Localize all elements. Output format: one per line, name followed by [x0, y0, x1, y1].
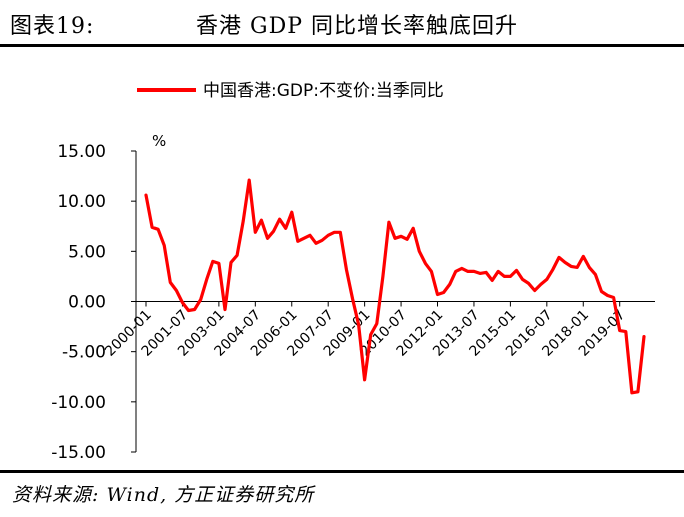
chart-legend: 中国香港:GDP:不变价:当季同比: [137, 81, 444, 101]
y-tick-label: -15.00: [51, 443, 106, 463]
y-tick-label: 0.00: [68, 293, 106, 313]
series-line: [144, 178, 646, 395]
header-rule: [0, 44, 684, 47]
footer-rule: [0, 470, 684, 473]
y-tick-label: -10.00: [51, 393, 106, 413]
x-axis: [136, 301, 655, 307]
x-tick-labels: 2000-012001-072003-012004-072006-012007-…: [102, 307, 628, 360]
y-tick-label: 15.00: [57, 142, 106, 162]
figure-header: 图表19: 香港 GDP 同比增长率触底回升: [0, 0, 684, 46]
y-tick-label: 5.00: [68, 242, 106, 262]
y-tick-label: 10.00: [57, 192, 106, 212]
legend-label: 中国香港:GDP:不变价:当季同比: [203, 81, 444, 101]
source-note: 资料来源: Wind, 方正证券研究所: [12, 484, 315, 506]
series-group: [144, 178, 646, 395]
y-axis-unit: %: [152, 132, 166, 150]
figure-label: 图表19:: [10, 14, 95, 39]
y-axis: 15.00 10.00 5.00 0.00 -5.00 -10.00 -15.00: [51, 142, 137, 463]
y-tick-label: -5.00: [62, 343, 106, 363]
figure-title: 香港 GDP 同比增长率触底回升: [196, 14, 519, 39]
